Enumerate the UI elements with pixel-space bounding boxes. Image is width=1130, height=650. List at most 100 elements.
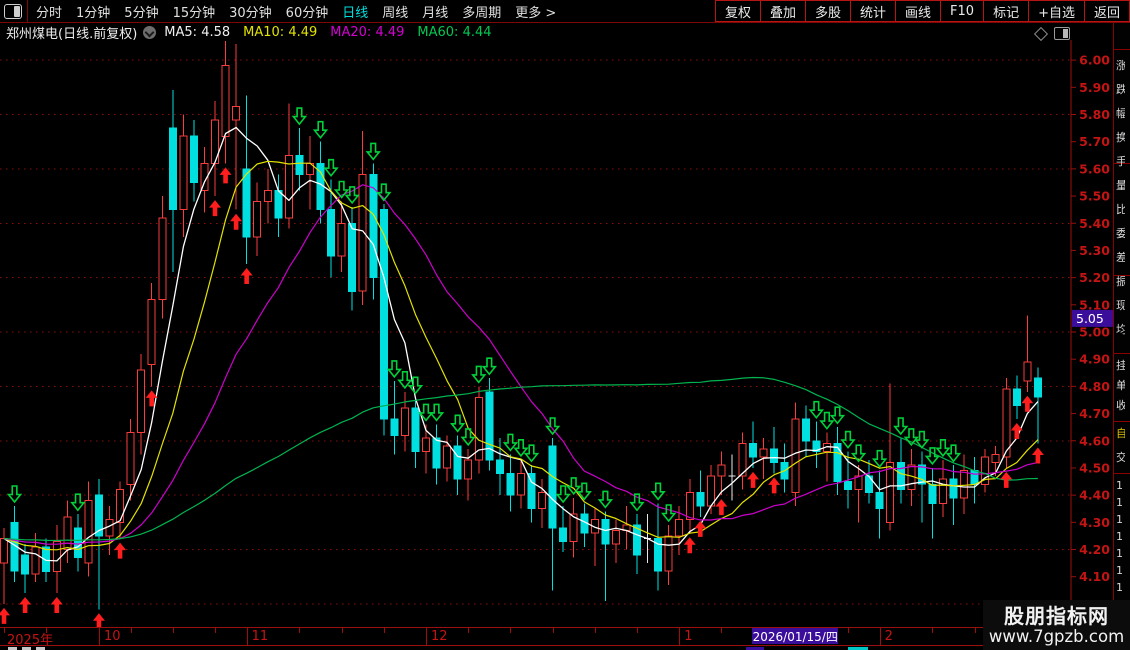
tab-1min[interactable]: 1分钟	[76, 5, 111, 21]
candle[interactable]	[42, 546, 51, 572]
candle[interactable]	[379, 209, 388, 420]
candle[interactable]	[833, 443, 842, 483]
candle[interactable]	[52, 540, 61, 572]
price-chart[interactable]: 6.00 5.90 5.80 5.70 5.60 5.50 5.40 5.30 5.20 5.10…	[0, 40, 1130, 627]
candle[interactable]	[31, 546, 40, 575]
candle[interactable]	[738, 443, 747, 477]
mark-button[interactable]: 标记	[983, 0, 1029, 22]
candle[interactable]	[812, 440, 821, 453]
candle[interactable]	[538, 491, 547, 510]
candle[interactable]	[274, 190, 283, 219]
candle[interactable]	[464, 459, 473, 480]
candle[interactable]	[84, 500, 93, 564]
tab-30min[interactable]: 30分钟	[229, 5, 272, 21]
tab-fenshi[interactable]: 分时	[36, 5, 63, 21]
f10-button[interactable]: F10	[940, 0, 984, 22]
candle[interactable]	[949, 478, 958, 499]
candle[interactable]	[495, 459, 504, 474]
candle[interactable]	[327, 209, 336, 257]
candle[interactable]	[10, 521, 19, 572]
tab-weekly[interactable]: 周线	[382, 5, 409, 21]
candle[interactable]	[601, 519, 610, 545]
diamond-icon[interactable]	[1033, 26, 1049, 41]
tab-monthly[interactable]: 月线	[422, 5, 449, 21]
candle[interactable]	[1023, 361, 1032, 382]
candle[interactable]	[854, 475, 863, 491]
candle[interactable]	[221, 65, 230, 137]
candle[interactable]	[865, 475, 874, 493]
candle[interactable]	[517, 472, 525, 496]
multi-stock-button[interactable]: 多股	[804, 0, 850, 22]
candle[interactable]	[0, 538, 8, 564]
candle[interactable]	[844, 481, 852, 491]
candle[interactable]	[284, 154, 293, 219]
candle[interactable]	[400, 407, 409, 436]
candle[interactable]	[95, 494, 103, 537]
back-button[interactable]: 返回	[1083, 0, 1130, 22]
candle[interactable]	[232, 105, 241, 121]
candle[interactable]	[664, 535, 673, 572]
candle[interactable]	[654, 538, 663, 572]
candle[interactable]	[369, 173, 378, 279]
candle[interactable]	[21, 554, 30, 575]
candle[interactable]	[474, 396, 483, 461]
candle[interactable]	[1012, 388, 1021, 406]
candle[interactable]	[991, 453, 1000, 464]
candle[interactable]	[116, 489, 125, 523]
candle[interactable]	[696, 491, 705, 507]
candle[interactable]	[506, 472, 515, 496]
candle[interactable]	[168, 127, 177, 211]
candle[interactable]	[770, 448, 779, 463]
candle[interactable]	[295, 154, 304, 175]
candle[interactable]	[970, 470, 979, 485]
candle[interactable]	[337, 222, 346, 257]
tab-multi-period[interactable]: 多周期	[462, 5, 502, 21]
candle[interactable]	[896, 462, 905, 491]
candle[interactable]	[749, 443, 758, 458]
candle[interactable]	[432, 437, 441, 469]
window-layout-icon[interactable]	[4, 3, 22, 19]
tab-15min[interactable]: 15分钟	[172, 5, 216, 21]
statistics-button[interactable]: 统计	[850, 0, 896, 22]
candle[interactable]	[147, 298, 156, 366]
candle[interactable]	[675, 519, 684, 537]
candle[interactable]	[263, 190, 272, 203]
candle[interactable]	[1002, 388, 1011, 458]
candle[interactable]	[253, 201, 262, 238]
tab-more[interactable]: 更多 >	[515, 5, 557, 21]
candles-layer[interactable]	[0, 41, 1042, 610]
draw-line-button[interactable]: 画线	[895, 0, 941, 22]
candle[interactable]	[1033, 377, 1042, 398]
candle[interactable]	[453, 445, 462, 480]
adjust-button[interactable]: 复权	[714, 0, 760, 22]
tab-daily[interactable]: 日线	[342, 5, 369, 21]
candle[interactable]	[960, 470, 969, 499]
candle[interactable]	[685, 491, 694, 521]
candle[interactable]	[411, 407, 420, 453]
candle[interactable]	[548, 445, 557, 529]
add-watchlist-button[interactable]: +自选	[1028, 0, 1084, 22]
candle[interactable]	[559, 527, 568, 542]
candle[interactable]	[358, 173, 367, 292]
candle[interactable]	[179, 135, 188, 211]
panel-toggle-icon[interactable]	[1054, 27, 1070, 40]
candle[interactable]	[981, 456, 990, 485]
overlay-button[interactable]: 叠加	[759, 0, 805, 22]
candle[interactable]	[939, 478, 947, 504]
tab-60min[interactable]: 60分钟	[285, 5, 329, 21]
candle[interactable]	[759, 448, 768, 458]
candle[interactable]	[348, 222, 357, 292]
candle[interactable]	[443, 445, 452, 469]
candle[interactable]	[73, 527, 82, 559]
chevron-down-icon[interactable]	[143, 25, 157, 39]
candle[interactable]	[633, 524, 641, 556]
candle[interactable]	[917, 464, 926, 485]
tab-5min[interactable]: 5分钟	[124, 5, 159, 21]
candle[interactable]	[137, 369, 146, 434]
candle[interactable]	[242, 168, 251, 238]
candle[interactable]	[611, 530, 620, 545]
candle[interactable]	[791, 418, 800, 493]
candle[interactable]	[485, 391, 494, 461]
candle[interactable]	[63, 516, 72, 550]
candle[interactable]	[590, 519, 599, 534]
